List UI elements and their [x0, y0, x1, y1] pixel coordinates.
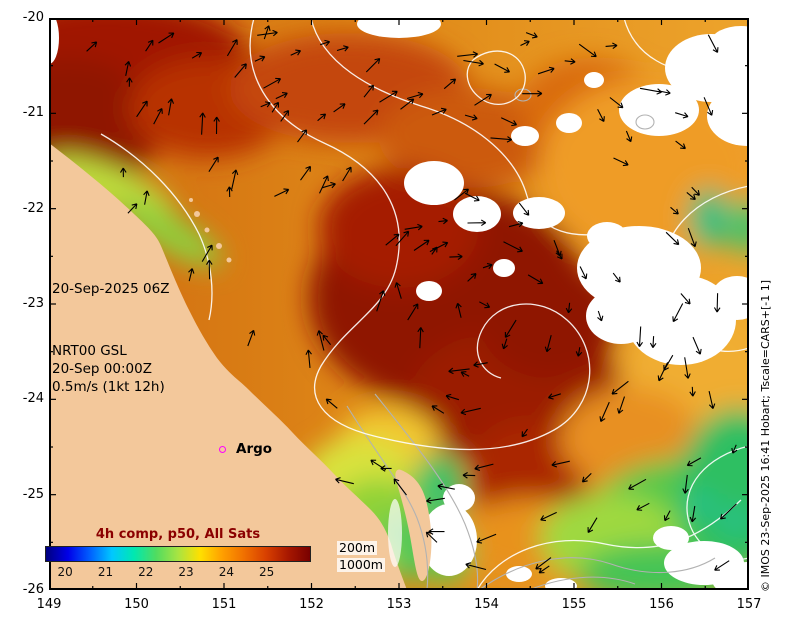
depth-1000m-label: 1000m — [337, 557, 385, 572]
colorbar-gradient — [45, 546, 311, 562]
colorbar-tick-label: 23 — [178, 565, 194, 579]
colorbar-tick-label: 24 — [218, 565, 234, 579]
lon-tick-label: 153 — [386, 597, 412, 612]
model-time-label: 20-Sep 00:00Z — [52, 361, 152, 377]
colorbar-tick-label: 20 — [57, 565, 73, 579]
plot-frame — [49, 18, 749, 590]
lon-tick-label: 152 — [299, 597, 324, 612]
lat-tick-label: -23 — [22, 296, 44, 311]
lat-tick-label: -26 — [22, 582, 44, 597]
colorbar-tick-label: 21 — [97, 565, 114, 579]
lon-tick-label: 155 — [561, 597, 587, 612]
lon-tick-label: 149 — [36, 597, 62, 612]
argo-label: Argo — [236, 441, 273, 457]
vector-scale-label: 0.5m/s (1kt 12h) — [52, 379, 165, 395]
bathymetry-contour-layer — [346, 88, 716, 590]
lon-tick-label: 150 — [124, 597, 149, 612]
colorbar-title: 4h comp, p50, All Sats — [95, 527, 261, 542]
datetime-label: 20-Sep-2025 06Z — [52, 281, 170, 297]
lon-tick-label: 156 — [649, 597, 674, 612]
lat-tick-label: -21 — [22, 105, 44, 121]
argo-float-marker — [219, 446, 226, 453]
lat-tick-label: -22 — [22, 200, 44, 216]
cloud-layer — [49, 18, 749, 590]
colorbar-tick-label: 25 — [259, 565, 275, 579]
colorbar-tick-label: 22 — [138, 565, 154, 579]
copyright-text: © IMOS 23-Sep-2025 16:41 Hobart; Tscale=… — [759, 279, 772, 592]
model-name-label: NRT00 GSL — [52, 343, 127, 359]
current-arrows-layer — [86, 25, 738, 574]
lat-tick-label: -20 — [22, 10, 44, 25]
lon-tick-label: 154 — [474, 597, 499, 612]
land-layer — [49, 143, 432, 590]
depth-200m-label: 200m — [337, 540, 378, 555]
sst-map-canvas — [49, 18, 749, 590]
lon-tick-label: 151 — [211, 597, 237, 612]
colorbar-ticks: 20 21 22 23 24 25 — [45, 565, 311, 580]
lat-tick-label: -24 — [22, 391, 44, 407]
lat-tick-label: -25 — [22, 486, 44, 502]
ssh-contour-layer — [100, 18, 749, 590]
lon-tick-label: 157 — [736, 597, 762, 612]
